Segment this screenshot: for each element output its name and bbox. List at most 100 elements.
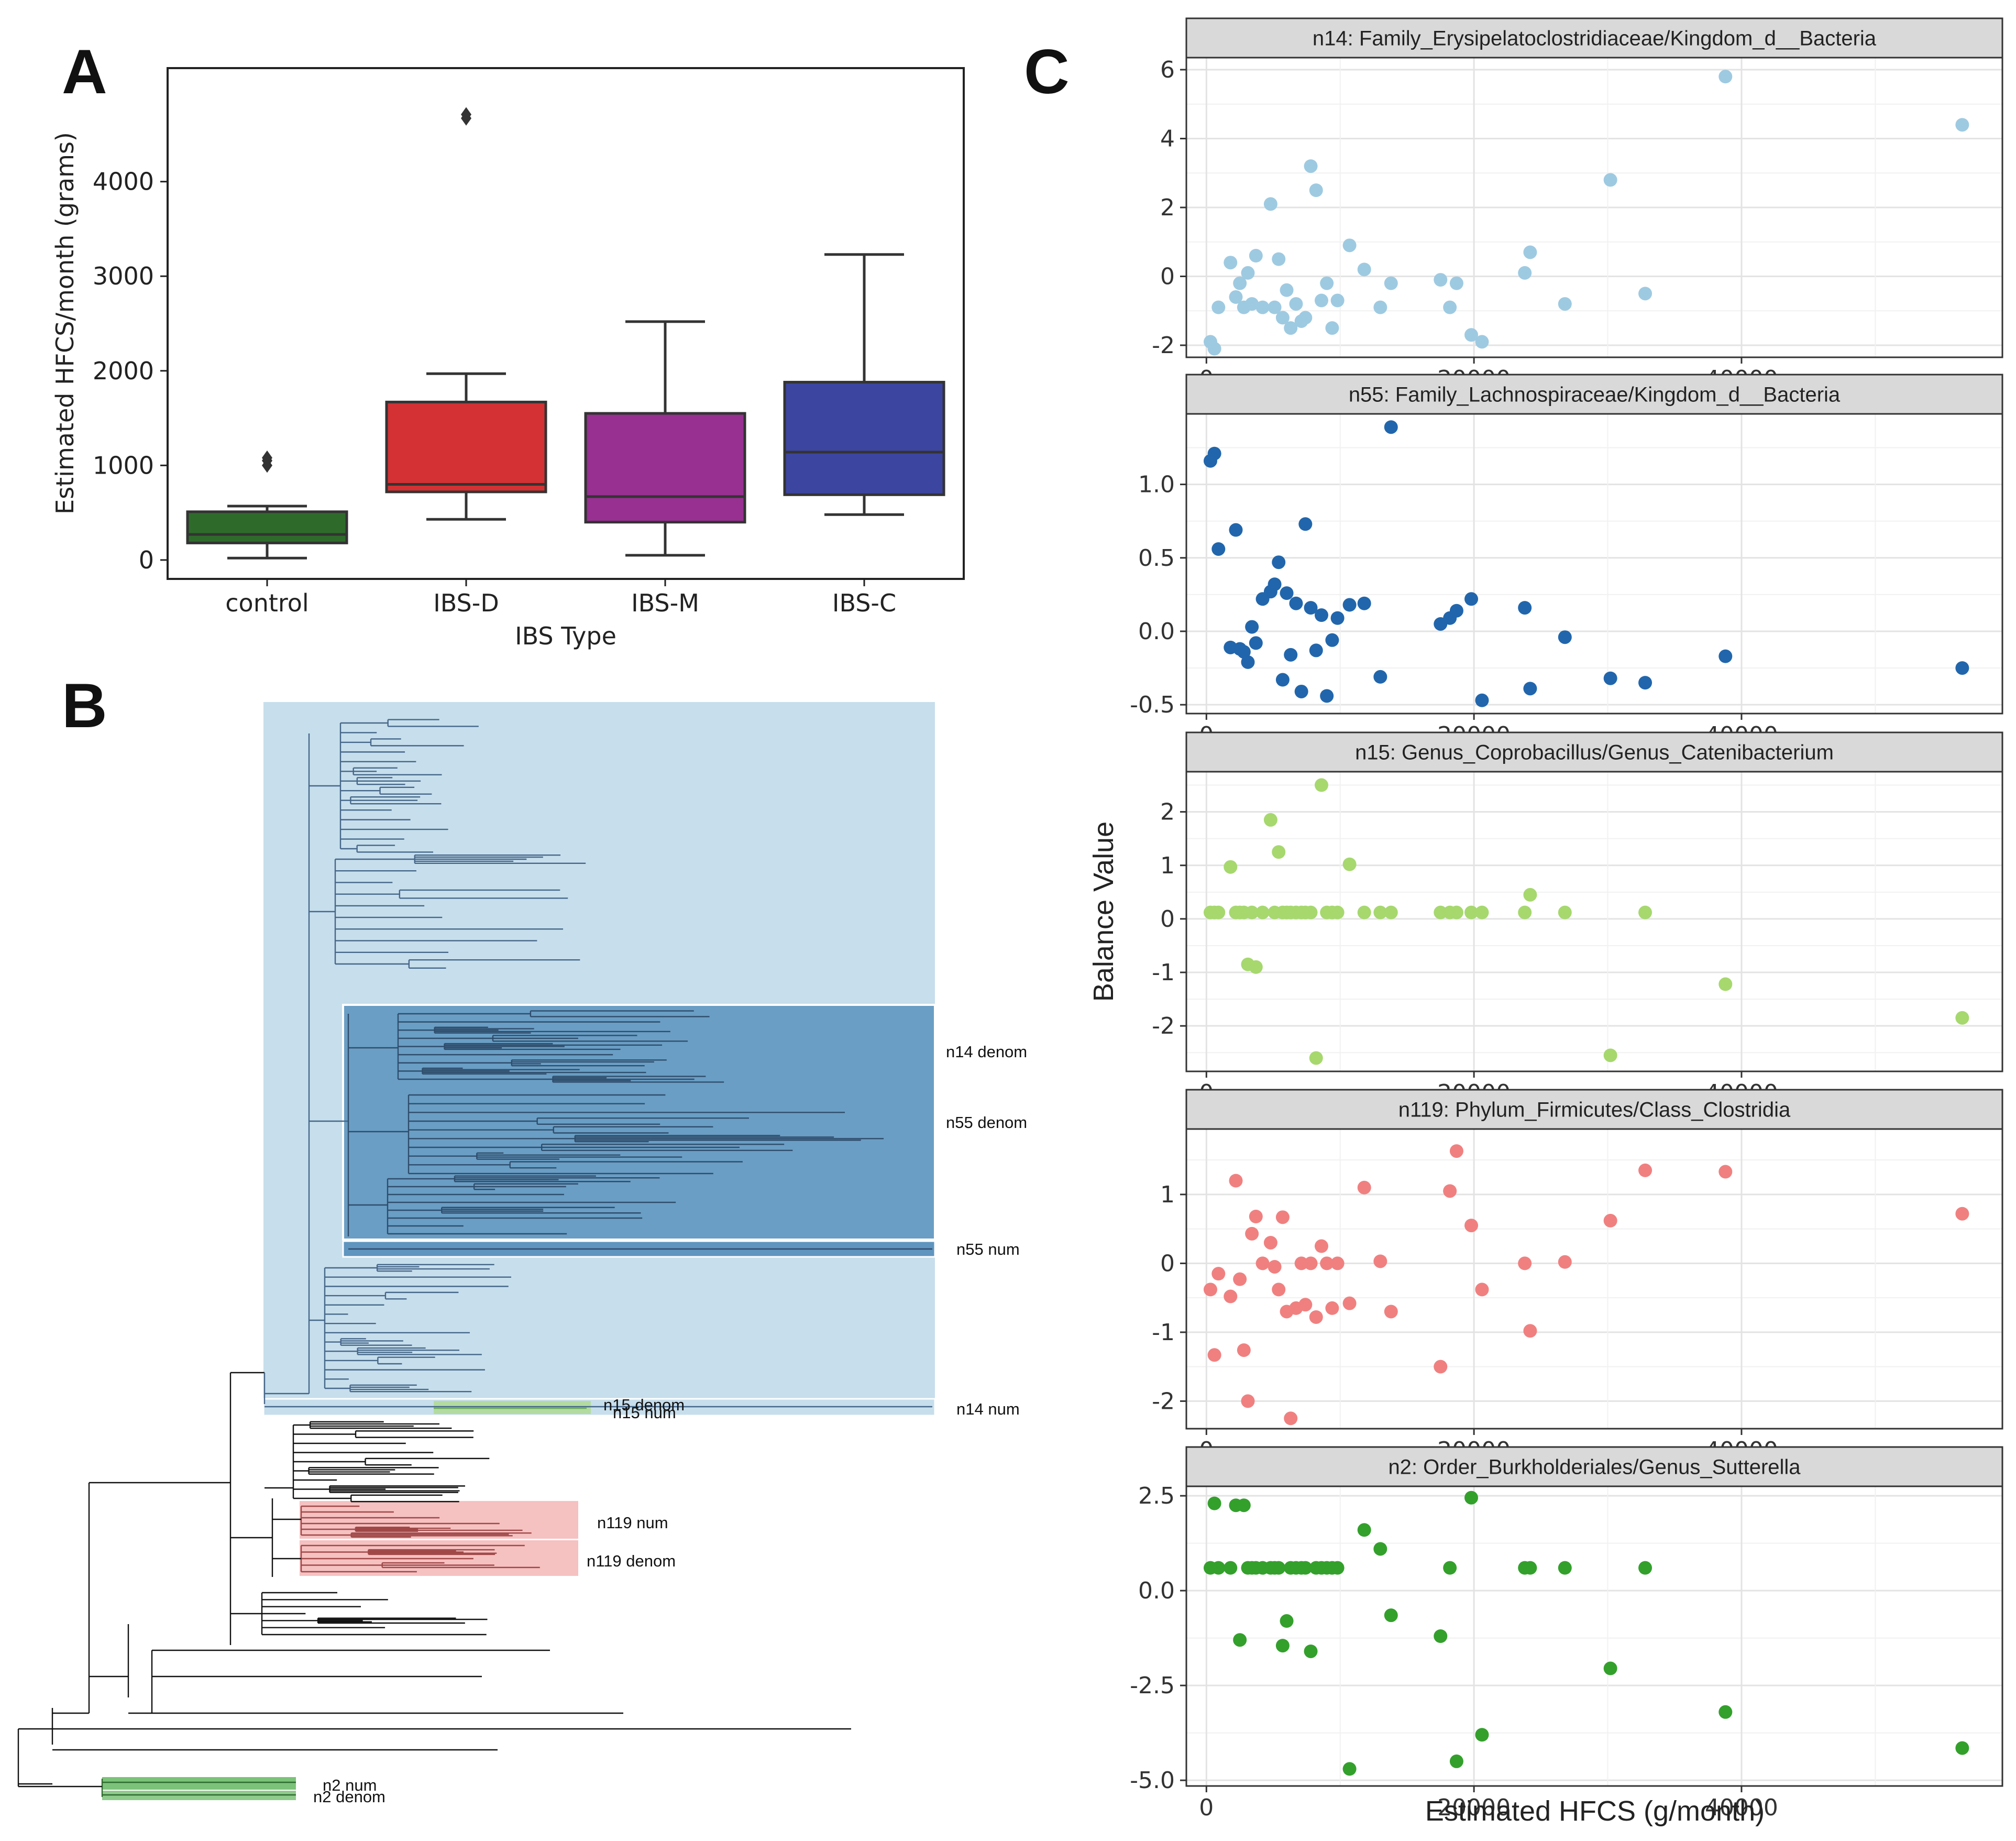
facet-1: n14: Family_Erysipelatoclostridiaceae/Ki… bbox=[1152, 17, 2003, 392]
scatter-point bbox=[1342, 1762, 1357, 1776]
scatter-point bbox=[1280, 1614, 1294, 1628]
scatter-point bbox=[1558, 297, 1572, 311]
scatter-point bbox=[1304, 905, 1318, 919]
c-ytick-label: -2 bbox=[1152, 1013, 1175, 1039]
scatter-point bbox=[1304, 1256, 1318, 1270]
scatter-point bbox=[1289, 297, 1303, 311]
box-body bbox=[186, 510, 348, 544]
scatter-point bbox=[1475, 905, 1489, 919]
c-ytick-label: 0 bbox=[1160, 1250, 1175, 1277]
scatter-point bbox=[1304, 601, 1318, 615]
scatter-point bbox=[1384, 1305, 1398, 1319]
scatter-point bbox=[1245, 905, 1259, 919]
scatter-point bbox=[1314, 778, 1328, 792]
scatter-point bbox=[1718, 70, 1733, 84]
scatter-point bbox=[1518, 266, 1532, 280]
c-xtick-label: 20000 bbox=[1437, 1794, 1511, 1821]
tree-label-n119-num: n119 num bbox=[597, 1514, 668, 1532]
a-xtick-label: IBS-D bbox=[433, 589, 499, 617]
scatter-point bbox=[1203, 1283, 1217, 1297]
scatter-point bbox=[1955, 1207, 1969, 1221]
scatter-point bbox=[1237, 1498, 1251, 1513]
a-ytick-label: 0 bbox=[139, 546, 154, 574]
facet-border bbox=[1185, 771, 2003, 1072]
scatter-point bbox=[1272, 845, 1286, 859]
scatter-point bbox=[1475, 693, 1489, 707]
scatter-point bbox=[1603, 1048, 1617, 1062]
scatter-point bbox=[1603, 173, 1617, 187]
scatter-point bbox=[1384, 905, 1398, 919]
scatter-point bbox=[1233, 1272, 1247, 1286]
scatter-point bbox=[1245, 297, 1259, 311]
a-ytick-label: 3000 bbox=[93, 262, 154, 290]
outlier-marker bbox=[262, 450, 272, 465]
scatter-point bbox=[1558, 1561, 1572, 1575]
scatter-point bbox=[1298, 1298, 1313, 1312]
c-xtick-label: 40000 bbox=[1705, 1794, 1778, 1821]
facet-strip-title: n2: Order_Burkholderiales/Genus_Sutterel… bbox=[1388, 1456, 1801, 1479]
scatter-point bbox=[1449, 1754, 1463, 1768]
tree-label-n55-num: n55 num bbox=[956, 1240, 1020, 1258]
panel-a-frame bbox=[167, 67, 965, 580]
scatter-point bbox=[1241, 266, 1255, 280]
scatter-point bbox=[1249, 249, 1263, 263]
scatter-point bbox=[1272, 1283, 1286, 1297]
tree-label-n15-num: n15 num bbox=[613, 1404, 676, 1422]
scatter-point bbox=[1249, 1209, 1263, 1223]
box-control bbox=[186, 450, 348, 560]
a-xtick-label: IBS-C bbox=[832, 589, 896, 617]
scatter-point bbox=[1357, 596, 1371, 610]
panel-c-scatter-facets: n14: Family_Erysipelatoclostridiaceae/Ki… bbox=[1130, 17, 2003, 1821]
scatter-point bbox=[1464, 592, 1479, 606]
scatter-point bbox=[1263, 813, 1277, 827]
scatter-point bbox=[1357, 905, 1371, 919]
scatter-point bbox=[1211, 542, 1226, 556]
clade-n2-num-highlight bbox=[102, 1777, 296, 1790]
scatter-point bbox=[1955, 118, 1969, 132]
scatter-point bbox=[1523, 1561, 1537, 1575]
scatter-point bbox=[1638, 1561, 1653, 1575]
facet-plot-bg bbox=[1186, 414, 2002, 714]
scatter-point bbox=[1718, 1165, 1733, 1179]
a-ytick-label: 1000 bbox=[93, 451, 154, 479]
scatter-point bbox=[1434, 1360, 1448, 1374]
facet-strip-title: n15: Genus_Coprobacillus/Genus_Catenibac… bbox=[1355, 741, 1834, 764]
scatter-point bbox=[1280, 283, 1294, 297]
tree-label-n2-denom: n2 denom bbox=[313, 1788, 385, 1806]
a-xtick-label: IBS-M bbox=[631, 589, 699, 617]
scatter-point bbox=[1309, 1310, 1323, 1324]
facet-strip bbox=[1185, 731, 2003, 773]
scatter-point bbox=[1309, 643, 1323, 658]
scatter-point bbox=[1275, 1210, 1290, 1224]
scatter-point bbox=[1558, 905, 1572, 919]
scatter-point bbox=[1275, 673, 1290, 687]
scatter-point bbox=[1309, 1051, 1323, 1065]
c-ytick-label: -5.0 bbox=[1130, 1767, 1175, 1794]
panel-c-x-axis-title: Estimated HFCS (g/month) bbox=[1425, 1795, 1765, 1827]
clade-n55-denom-highlight bbox=[342, 1004, 936, 1241]
scatter-point bbox=[1314, 1239, 1328, 1253]
scatter-point bbox=[1304, 1644, 1318, 1658]
scatter-point bbox=[1718, 977, 1733, 991]
panel-a-boxplot: 0 1000 2000 3000 4000 control IBS-D IBS-M IBS-C… bbox=[51, 67, 965, 650]
scatter-point bbox=[1229, 523, 1243, 537]
scatter-point bbox=[1268, 577, 1282, 591]
scatter-point bbox=[1464, 1491, 1479, 1505]
scatter-point bbox=[1434, 905, 1448, 919]
scatter-point bbox=[1518, 601, 1532, 615]
c-ytick-label: 6 bbox=[1160, 57, 1175, 83]
scatter-point bbox=[1284, 321, 1298, 335]
scatter-point bbox=[1280, 586, 1294, 600]
scatter-point bbox=[1342, 598, 1357, 612]
scatter-point bbox=[1289, 596, 1303, 610]
scatter-point bbox=[1464, 328, 1479, 342]
scatter-point bbox=[1384, 420, 1398, 434]
scatter-point bbox=[1523, 245, 1537, 259]
panel-c-y-axis-title: Balance Value bbox=[1088, 821, 1119, 1002]
facet-plot-bg bbox=[1186, 1486, 2002, 1786]
scatter-point bbox=[1320, 1256, 1334, 1270]
scatter-point bbox=[1955, 1011, 1969, 1025]
tree-label-n119-denom: n119 denom bbox=[587, 1552, 676, 1570]
scatter-point bbox=[1224, 1289, 1238, 1303]
